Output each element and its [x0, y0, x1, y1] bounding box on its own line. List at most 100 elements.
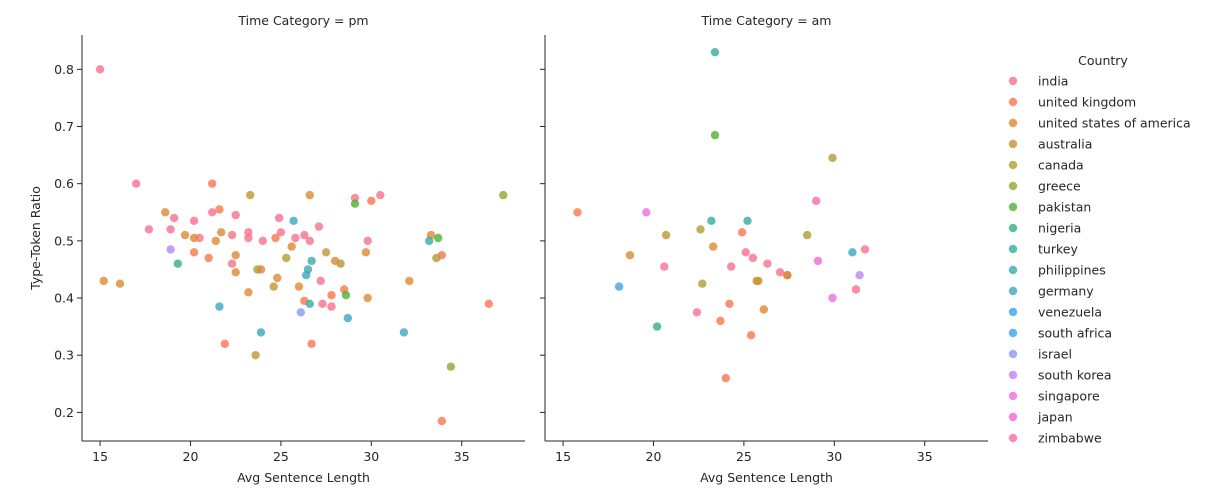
data-point-united-states-of-america [783, 271, 792, 280]
legend-item: greece [1008, 179, 1081, 194]
legend-marker [1008, 76, 1018, 86]
data-point-south-africa [614, 282, 624, 291]
legend-label: zimbabwe [1038, 431, 1102, 446]
panel-title: Time Category = am [701, 13, 832, 28]
data-point-united-kingdom [484, 299, 493, 308]
data-point-australia [269, 282, 278, 291]
legend-marker [1008, 244, 1018, 254]
data-point-japan [813, 256, 823, 266]
legend-item: united kingdom [1008, 95, 1136, 110]
data-point-united-kingdom [204, 253, 213, 263]
y-tick-label: 0.4 [54, 291, 74, 306]
x-tick-label: 35 [917, 449, 933, 464]
data-points [95, 65, 508, 426]
data-point-united-kingdom [220, 339, 229, 348]
legend-item: canada [1008, 158, 1084, 173]
data-point-india [305, 236, 314, 246]
legend-marker [1008, 160, 1018, 170]
data-point-india [208, 208, 217, 217]
legend-label: venezuela [1038, 305, 1102, 320]
legend-label: australia [1038, 137, 1092, 152]
data-point-turkey [710, 48, 720, 57]
data-point-turkey [707, 216, 716, 225]
data-point-united-kingdom [721, 373, 730, 383]
legend-label: south africa [1038, 326, 1112, 341]
data-point-united-kingdom [725, 299, 734, 308]
data-point-united-kingdom [208, 179, 217, 188]
data-point-india [327, 302, 336, 311]
x-tick-label: 15 [555, 449, 571, 464]
data-point-united-states-of-america [115, 279, 125, 288]
data-point-india [258, 236, 267, 246]
data-point-nigeria [652, 322, 662, 331]
data-point-india [851, 285, 861, 294]
panel-pm: Time Category = pm 15 20 25 30 35 0.2 0.3 0.4 0.5… [28, 13, 525, 485]
data-point-india [316, 276, 325, 286]
data-point-canada [803, 230, 812, 240]
legend-marker [1008, 370, 1018, 380]
data-point-united-states-of-america [709, 242, 718, 251]
data-point-germany [343, 313, 352, 323]
data-point-united-states-of-america [625, 251, 635, 260]
data-point-india [775, 268, 785, 277]
data-point-greece [499, 190, 508, 200]
legend-marker [1008, 286, 1018, 296]
x-tick-label: 30 [363, 449, 379, 464]
x-axis-label: Avg Sentence Length [237, 470, 370, 485]
data-point-australia [251, 351, 260, 360]
data-point-india [692, 308, 702, 317]
data-point-united-states-of-america [305, 190, 314, 200]
legend-marker [1008, 307, 1018, 317]
legend-label: greece [1038, 179, 1081, 194]
data-point-united-states-of-america [180, 230, 190, 240]
data-point-australia [246, 190, 255, 200]
data-point-india [227, 230, 237, 240]
data-point-canada [698, 279, 707, 288]
data-point-india [748, 253, 758, 263]
legend-label: canada [1038, 158, 1084, 173]
data-point-australia [661, 230, 671, 240]
legend-marker [1008, 139, 1018, 149]
data-point-south-korea [855, 271, 864, 280]
legend-label: india [1038, 74, 1068, 89]
legend-item: nigeria [1008, 221, 1081, 236]
data-point-united-states-of-america [99, 276, 108, 286]
legend-label: japan [1037, 410, 1073, 425]
legend-label: pakistan [1038, 200, 1091, 215]
data-point-india [363, 236, 372, 246]
data-point-united-kingdom [307, 339, 316, 348]
data-point-canada [828, 153, 837, 163]
data-point-united-kingdom [189, 248, 199, 257]
y-axis-label: Type-Token Ratio [28, 186, 43, 291]
data-point-canada [432, 253, 441, 263]
x-tick-label: 25 [736, 449, 752, 464]
legend-label: united states of america [1038, 116, 1191, 131]
data-point-germany [289, 216, 298, 225]
x-tick-label: 25 [273, 449, 289, 464]
x-tick-label: 15 [92, 449, 108, 464]
data-point-united-states-of-america [273, 273, 282, 283]
data-point-united-states-of-america [161, 208, 170, 217]
data-point-india [727, 262, 736, 271]
legend-marker [1008, 349, 1018, 359]
legend-label: nigeria [1038, 221, 1081, 236]
data-point-united-kingdom [573, 208, 582, 217]
data-point-greece [446, 362, 456, 371]
legend-item: south africa [1008, 326, 1112, 341]
data-point-india [763, 259, 772, 268]
x-tick-label: 20 [646, 449, 662, 464]
data-point-united-states-of-america [405, 276, 414, 286]
legend-title: Country [1078, 53, 1128, 68]
legend-item: japan [1008, 410, 1073, 425]
data-point-india [95, 65, 105, 74]
data-point-israel [296, 308, 305, 317]
legend-item: philippines [1008, 263, 1106, 278]
legend-marker [1008, 202, 1018, 212]
legend-label: south korea [1038, 368, 1112, 383]
legend-item: venezuela [1008, 305, 1102, 320]
data-point-australia [752, 276, 761, 286]
data-point-india [231, 210, 240, 220]
data-point-zimbabwe [812, 196, 821, 205]
